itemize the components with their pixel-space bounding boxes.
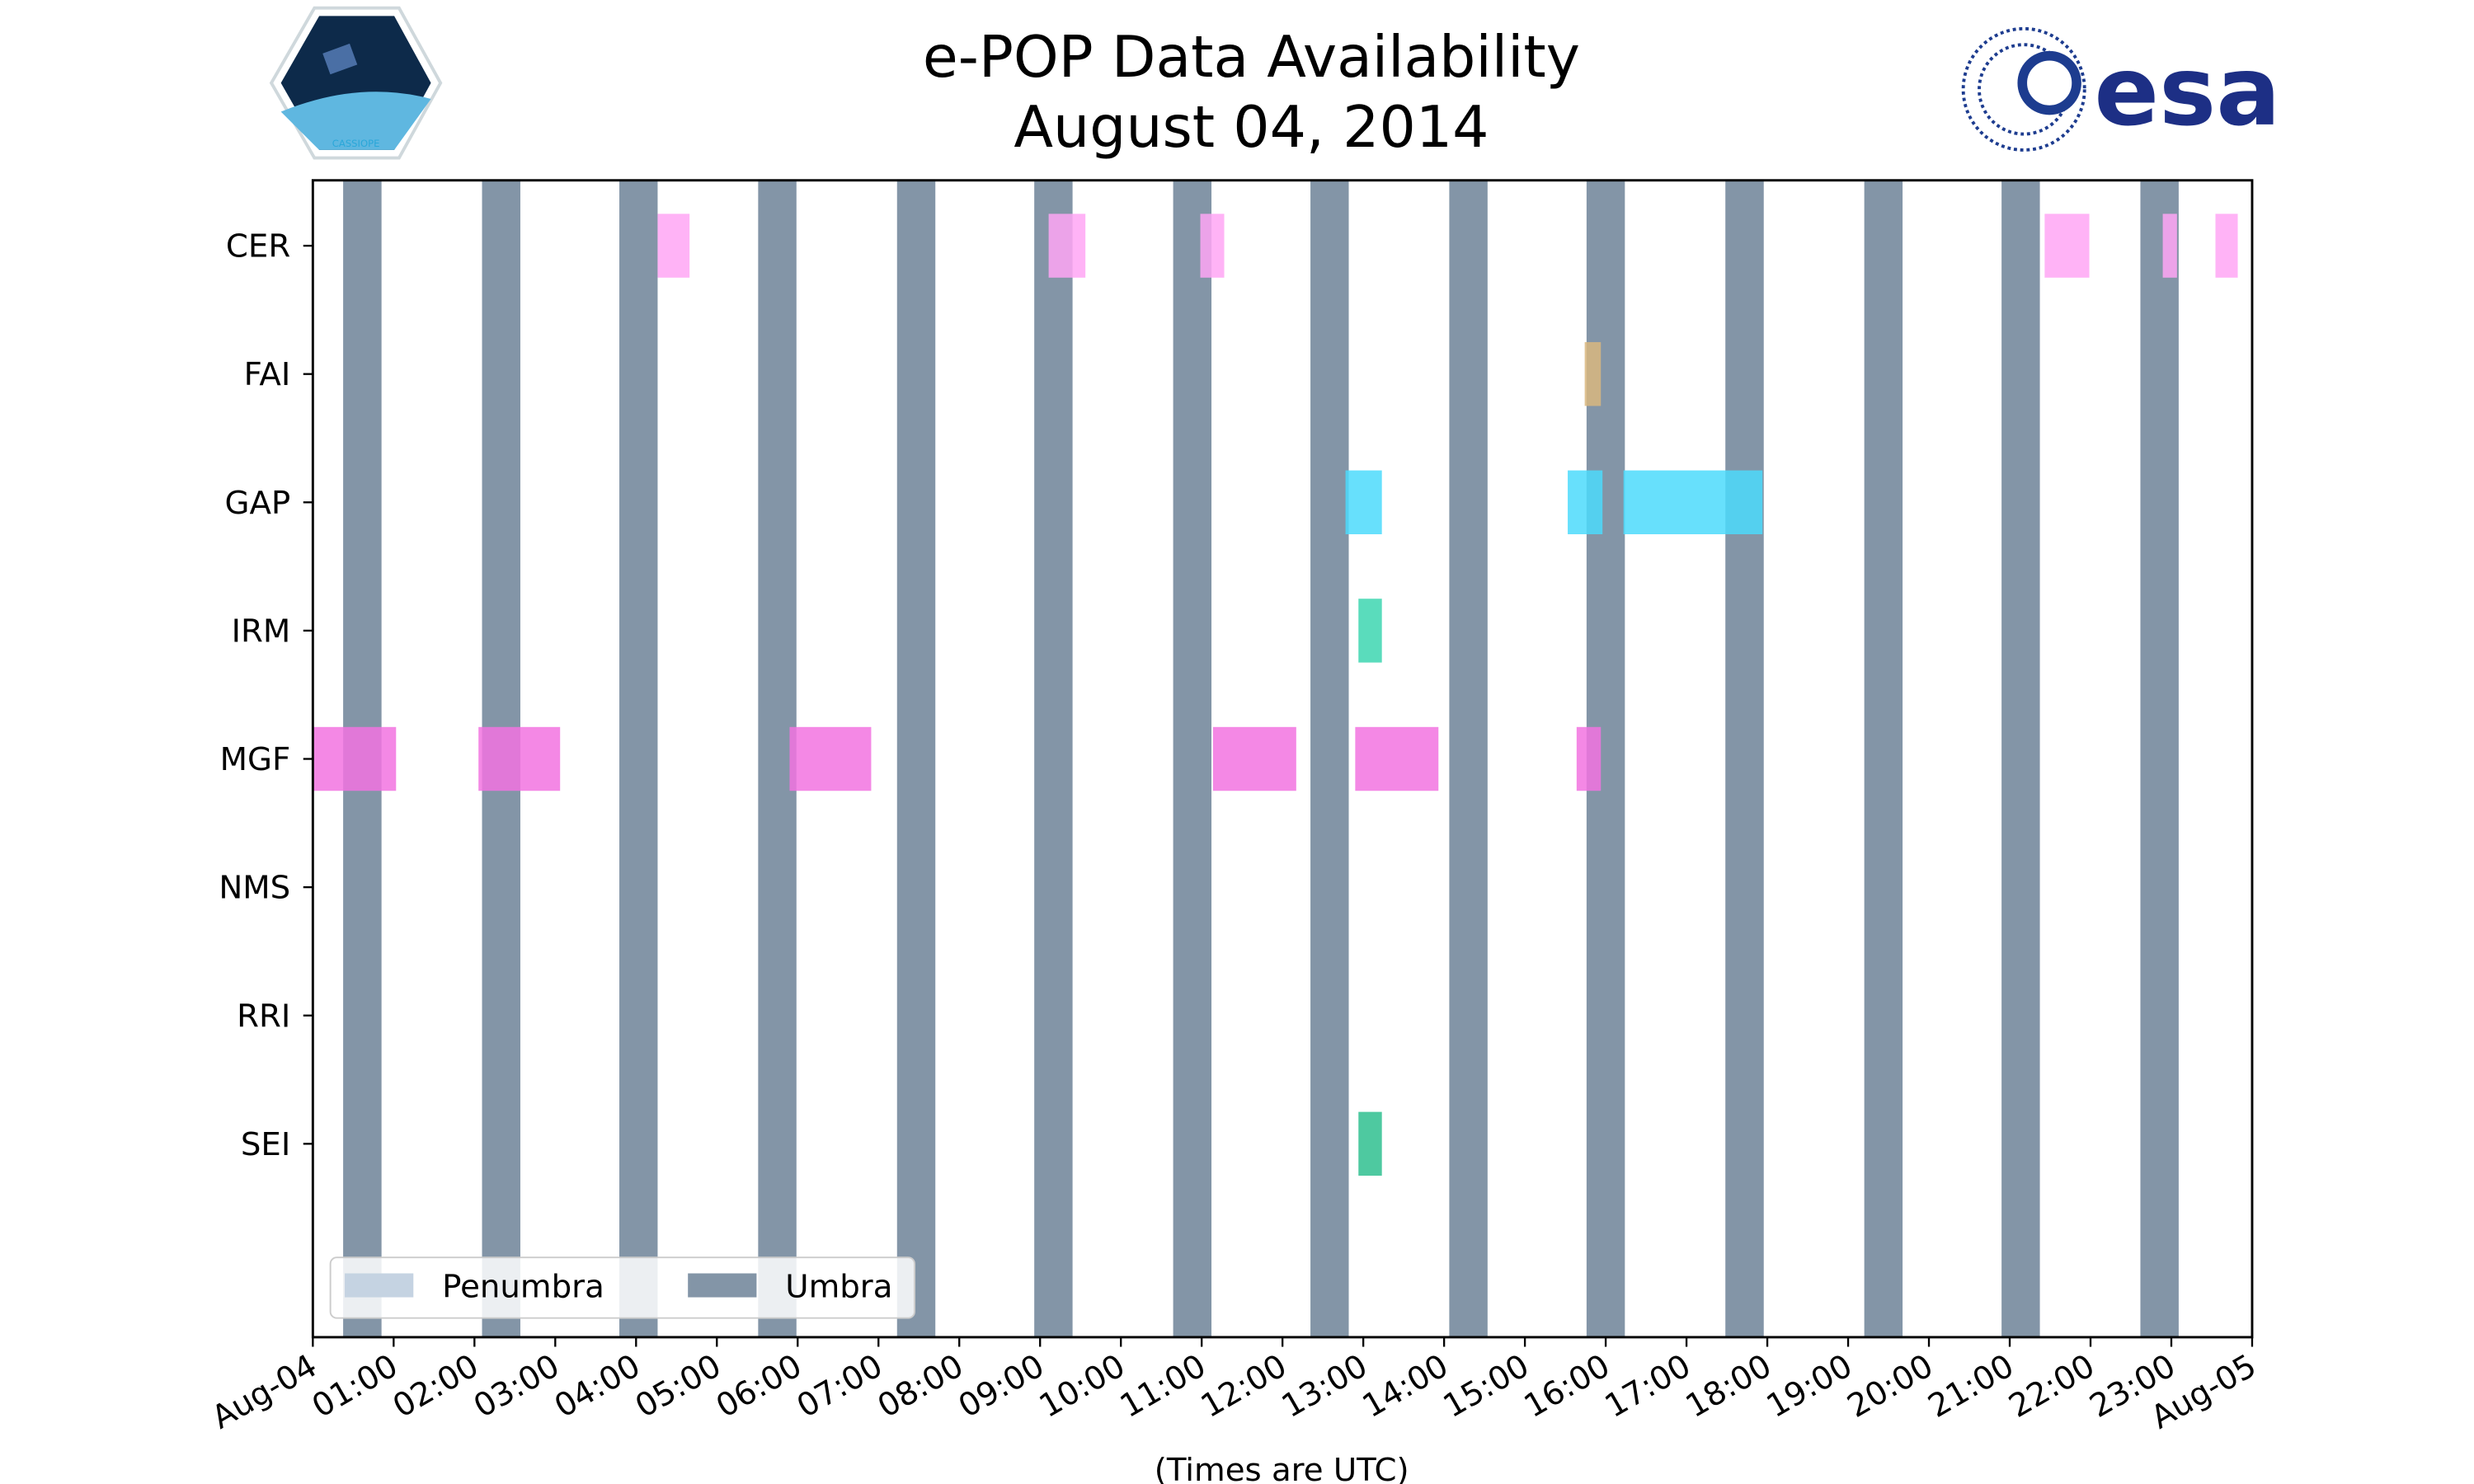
chart-title: e-POP Data Availability <box>923 24 1580 91</box>
x-tick-label: 17:00 <box>1599 1347 1697 1425</box>
data-bar-cer <box>1048 214 1086 278</box>
cassiope-logo: CASSIOPE <box>269 6 443 160</box>
data-bar-cer <box>2044 214 2090 278</box>
data-bar-sei <box>1358 1111 1382 1176</box>
x-tick-label: 05:00 <box>629 1347 727 1425</box>
x-tick-label: 11:00 <box>1114 1347 1212 1425</box>
data-bar-mgf <box>1212 726 1296 791</box>
x-tick-label: 15:00 <box>1437 1347 1536 1425</box>
x-tick-label: 02:00 <box>387 1347 485 1425</box>
legend-label-umbra: Umbra <box>785 1269 892 1306</box>
x-tick-label: 09:00 <box>952 1347 1051 1425</box>
x-tick-label: 13:00 <box>1276 1347 1374 1425</box>
y-tick-label: CER <box>226 228 290 265</box>
umbra-band <box>619 180 658 1337</box>
x-tick-label: 10:00 <box>1033 1347 1131 1425</box>
x-tick-label: 12:00 <box>1195 1347 1293 1425</box>
data-bar-fai <box>1584 341 1602 406</box>
x-tick-label: 06:00 <box>710 1347 808 1425</box>
y-tick-label: GAP <box>224 485 290 522</box>
legend-swatch-penumbra <box>345 1273 414 1298</box>
umbra-band <box>1034 180 1073 1337</box>
plot-frame <box>311 179 2254 1339</box>
umbra-band <box>2001 180 2040 1337</box>
legend-swatch-umbra <box>688 1273 757 1298</box>
legend-box <box>329 1256 915 1319</box>
x-tick-label: 14:00 <box>1357 1347 1455 1425</box>
x-tick-label: 18:00 <box>1680 1347 1778 1425</box>
esa-logo: esa <box>1961 26 2281 152</box>
x-tick-label: 01:00 <box>306 1347 404 1425</box>
data-bar-mgf <box>1576 726 1602 791</box>
data-bar-gap <box>1623 470 1763 534</box>
x-tick-label: 22:00 <box>2003 1347 2101 1425</box>
x-tick-label: 21:00 <box>1922 1347 2020 1425</box>
esa-logo-text: esa <box>2094 36 2280 148</box>
y-tick-label: MGF <box>220 741 291 778</box>
umbra-band <box>1725 180 1764 1337</box>
x-tick-label: 16:00 <box>1518 1347 1616 1425</box>
y-tick-label: FAI <box>244 356 291 393</box>
x-tick-label: 03:00 <box>468 1347 566 1425</box>
umbra-band <box>2140 180 2179 1337</box>
x-tick-label: Aug-04 <box>205 1347 323 1436</box>
data-bar-mgf <box>789 726 872 791</box>
data-bar-cer <box>2162 214 2177 278</box>
legend-label-penumbra: Penumbra <box>442 1269 604 1306</box>
x-axis-label: (Times are UTC) <box>1155 1452 1409 1484</box>
y-tick-label: SEI <box>241 1126 290 1163</box>
cassiope-logo-text: CASSIOPE <box>332 138 380 149</box>
umbra-band <box>896 180 936 1337</box>
data-bar-gap <box>1568 470 1603 534</box>
x-tick-label: 04:00 <box>548 1347 647 1425</box>
plot-area: CER FAI GAP IRM MGF NMS RRI SEI Aug-0401:0002:00… <box>205 179 2263 1437</box>
y-tick-label: RRI <box>237 998 290 1035</box>
y-tick-label: IRM <box>232 613 291 650</box>
x-tick-label: 19:00 <box>1761 1347 1859 1425</box>
data-bar-cer <box>657 214 690 278</box>
data-bar-mgf <box>313 726 397 791</box>
umbra-band <box>1864 180 1903 1337</box>
x-tick-label: 08:00 <box>872 1347 970 1425</box>
x-tick-label: 20:00 <box>1841 1347 1940 1425</box>
data-bar-mgf <box>478 726 561 791</box>
umbra-band <box>1310 180 1349 1337</box>
umbra-band <box>1449 180 1488 1337</box>
data-bar-irm <box>1358 599 1382 663</box>
y-tick-label: NMS <box>219 870 290 907</box>
chart-subtitle: August 04, 2014 <box>1014 94 1489 161</box>
data-bar-cer <box>1200 214 1225 278</box>
data-bar-cer <box>2215 214 2238 278</box>
data-bar-gap <box>1345 470 1382 534</box>
umbra-band <box>1173 180 1212 1337</box>
x-tick-label: 07:00 <box>791 1347 889 1425</box>
data-bar-mgf <box>1355 726 1439 791</box>
